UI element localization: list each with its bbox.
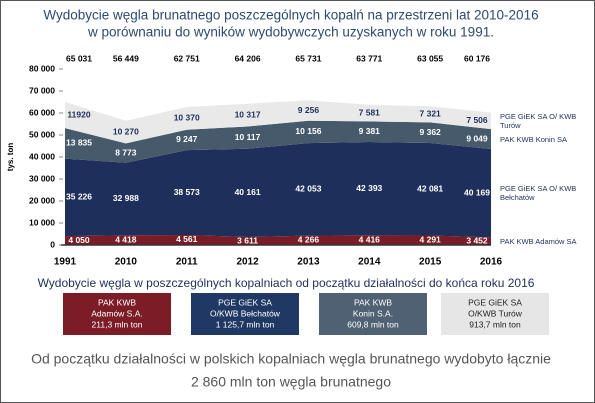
total-label: 62 751 <box>174 53 200 63</box>
value-label: 42 393 <box>356 183 382 193</box>
y-tick-label: 30 000 <box>29 173 55 183</box>
chart-title: Wydobycie węgla brunatnego poszczególnyc… <box>43 8 538 23</box>
summary-text: Adamów S.A. <box>91 308 143 318</box>
chart-title: w porównaniu do wyników wydobywczych uzy… <box>87 25 494 40</box>
x-tick-label: 1991 <box>54 257 77 268</box>
value-label: 35 226 <box>66 192 92 202</box>
value-label: 9 362 <box>420 127 442 137</box>
total-label: 56 449 <box>113 53 139 63</box>
value-label: 9 256 <box>298 105 320 115</box>
total-label: 63 771 <box>356 53 382 63</box>
x-tick-label: 2016 <box>480 257 503 268</box>
value-label: 4 050 <box>68 235 90 245</box>
value-label: 4 416 <box>359 234 381 244</box>
value-label: 9 247 <box>176 134 198 144</box>
value-label: 9 381 <box>359 126 381 136</box>
value-label: 40 161 <box>235 187 261 197</box>
value-label: 7 321 <box>420 109 442 119</box>
y-tick-label: 70 000 <box>29 85 55 95</box>
value-label: 8 773 <box>115 147 137 157</box>
summary-title: Wydobycie węgla w poszczególnych kopalni… <box>38 276 535 290</box>
summary-text: 1 125,7 mln ton <box>216 319 275 329</box>
summary-box <box>63 293 171 335</box>
summary-text: 913,7 mln ton <box>469 319 521 329</box>
value-label: 7 581 <box>359 107 381 117</box>
value-label: 42 053 <box>295 184 321 194</box>
y-tick-label: 20 000 <box>29 195 55 205</box>
value-label: 7 506 <box>466 115 488 125</box>
x-tick-label: 2013 <box>297 257 320 268</box>
legend-label: PGE GiEK SA O/ KWB Bełchatów <box>500 184 577 203</box>
total-label: 63 055 <box>417 53 443 63</box>
y-axis-label: tys. ton <box>6 143 15 172</box>
x-tick-label: 2015 <box>419 257 442 268</box>
value-label: 32 988 <box>113 193 139 203</box>
value-label: 10 270 <box>113 126 139 136</box>
value-label: 3 611 <box>237 235 258 245</box>
value-label: 11920 <box>67 109 90 119</box>
value-label: 42 081 <box>417 184 443 194</box>
total-label: 65 031 <box>66 53 92 63</box>
value-label: 38 573 <box>174 187 200 197</box>
value-label: 4 266 <box>298 235 320 245</box>
y-tick-label: 50 000 <box>29 129 55 139</box>
summary-box <box>441 293 549 335</box>
total-label: 65 731 <box>295 53 321 63</box>
legend-label: PAK KWB Adamów SA <box>500 236 577 246</box>
summary-text: PGE GiEK SA <box>468 297 522 307</box>
area <box>65 234 491 245</box>
value-label: 4 291 <box>420 235 442 245</box>
summary-text: 211,3 mln ton <box>92 319 143 329</box>
y-tick-label: 10 000 <box>29 217 55 227</box>
value-label: 4 561 <box>176 234 198 244</box>
x-tick-label: 2010 <box>115 257 138 268</box>
area <box>65 100 491 144</box>
value-label: 3 452 <box>466 235 488 245</box>
value-label: 13 835 <box>66 138 92 148</box>
footer: Od początku działalności w polskich kopa… <box>31 351 551 367</box>
y-tick-label: 80 000 <box>29 63 55 73</box>
y-tick-label: 60 000 <box>29 107 55 117</box>
value-label: 10 117 <box>235 132 261 142</box>
x-tick-label: 2014 <box>358 257 381 268</box>
value-label: 4 418 <box>115 234 137 244</box>
summary-box <box>191 293 299 335</box>
legend-label: PAK KWB Konin SA <box>500 134 567 144</box>
y-tick-label: 40 000 <box>29 151 55 161</box>
value-label: 10 156 <box>295 126 321 136</box>
summary-box <box>319 293 427 335</box>
summary-text: PAK KWB <box>98 297 136 307</box>
x-tick-label: 2012 <box>236 257 259 268</box>
x-tick-label: 2011 <box>176 257 198 268</box>
value-label: 40 169 <box>464 187 490 197</box>
summary-text: O/KWB Turów <box>468 308 523 318</box>
footer: 2 860 mln ton węgla brunatnego <box>191 374 391 390</box>
y-tick-label: 0 <box>50 239 55 249</box>
summary-text: Konin S.A. <box>353 308 393 318</box>
total-label: 60 176 <box>464 53 490 63</box>
summary-text: PGE GiEK SA <box>218 297 272 307</box>
value-label: 10 317 <box>235 109 261 119</box>
area <box>65 120 491 163</box>
value-label: 10 370 <box>174 113 200 123</box>
total-label: 64 206 <box>235 53 261 63</box>
legend-label: PGE GiEK SA O/ KWB Turów <box>500 111 577 130</box>
summary-text: PAK KWB <box>354 297 392 307</box>
value-label: 9 049 <box>466 133 488 143</box>
summary-text: 609,8 mln ton <box>347 319 399 329</box>
summary-text: O/KWB Bełchatów <box>210 308 281 318</box>
area <box>65 142 491 238</box>
